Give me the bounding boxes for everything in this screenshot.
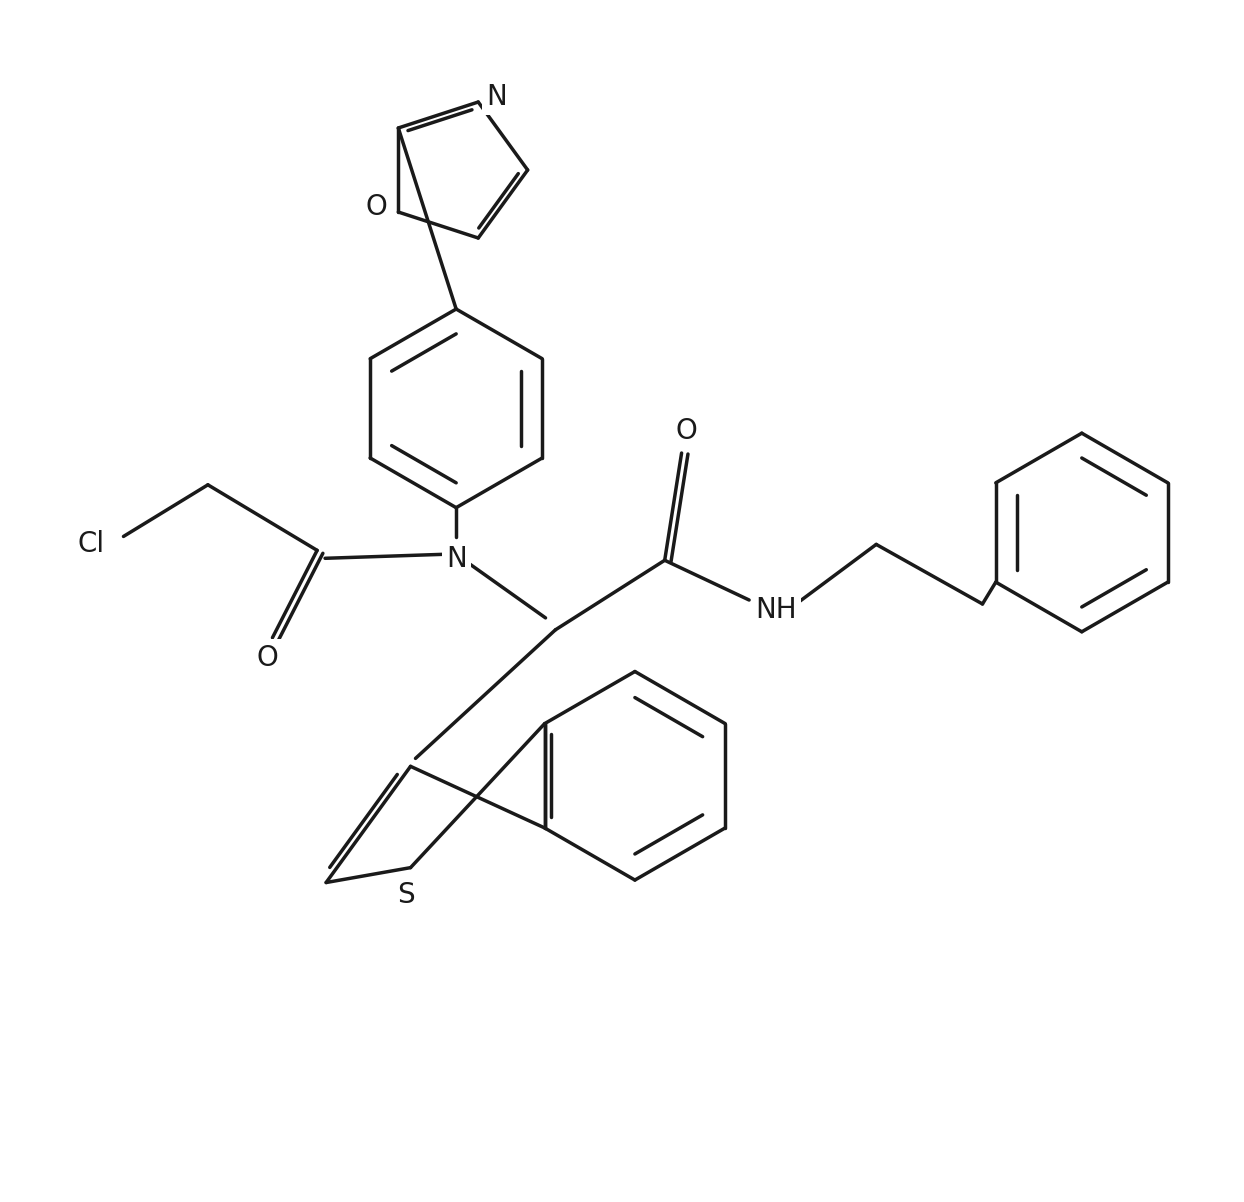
Text: O: O [256, 643, 279, 672]
Text: NH: NH [755, 596, 796, 624]
Text: N: N [445, 546, 466, 573]
Text: S: S [397, 881, 414, 910]
Text: Cl: Cl [77, 530, 104, 559]
Text: O: O [675, 417, 698, 445]
Text: O: O [366, 194, 387, 221]
Text: N: N [485, 83, 506, 111]
